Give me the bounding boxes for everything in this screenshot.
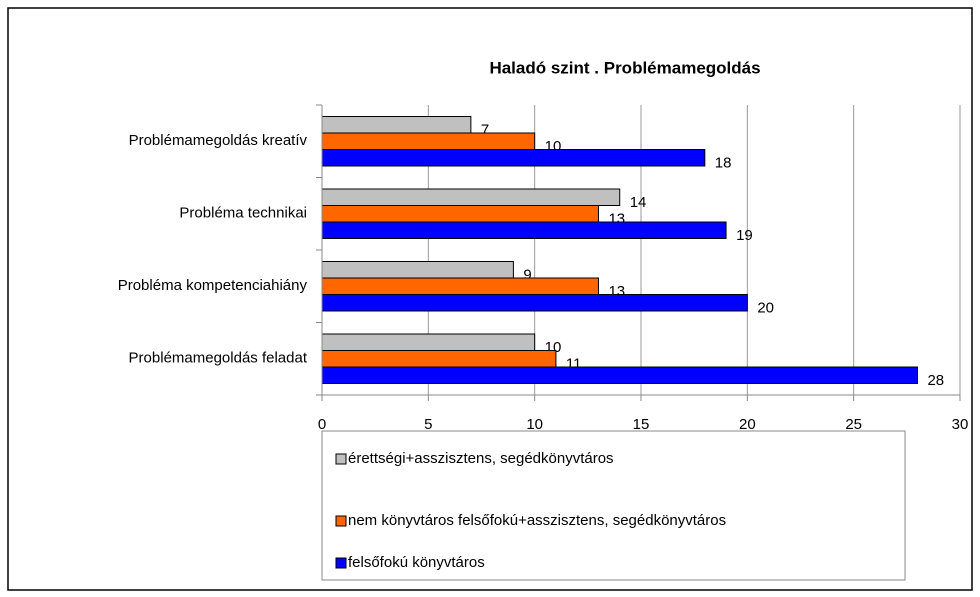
legend-label: nem könyvtáros felsőfokú+asszisztens, se… [348,512,726,529]
legend-label: érettségi+asszisztens, segédkönyvtáros [348,450,614,467]
bar [321,366,918,384]
bar [321,205,599,223]
y-tick-label: Problémamegoldás kreatív [129,132,308,149]
data-label: 28 [927,372,944,389]
bar [321,221,727,239]
bar [321,277,599,295]
legend-swatch [335,515,347,527]
legend-swatch [335,453,347,465]
bar [321,333,536,351]
chart-title: Haladó szint . Problémamegoldás [489,58,760,77]
x-tick-label: 10 [526,416,543,433]
bar [321,294,748,312]
data-label: 14 [630,194,647,211]
data-label: 9 [523,267,531,284]
data-label: 19 [736,227,753,244]
data-label: 7 [481,122,489,139]
data-label: 20 [757,300,774,317]
data-label: 18 [715,155,732,172]
x-tick-label: 20 [739,416,756,433]
bar [321,149,706,167]
x-tick-label: 0 [318,416,326,433]
x-tick-label: 15 [633,416,650,433]
bar [321,261,514,279]
x-tick-label: 25 [845,416,862,433]
legend-label: felsőfokú könyvtáros [348,554,485,571]
y-tick-label: Probléma technikai [179,205,307,222]
legend-swatch [335,557,347,569]
x-tick-label: 5 [424,416,432,433]
bar [321,350,557,368]
legend-box [321,430,906,581]
y-tick-label: Problémamegoldás feladat [129,350,308,367]
bar [321,116,472,134]
bar [321,132,536,150]
y-tick-label: Probléma kompetenciahiány [118,277,308,294]
bar [321,188,621,206]
x-tick-label: 30 [952,416,969,433]
